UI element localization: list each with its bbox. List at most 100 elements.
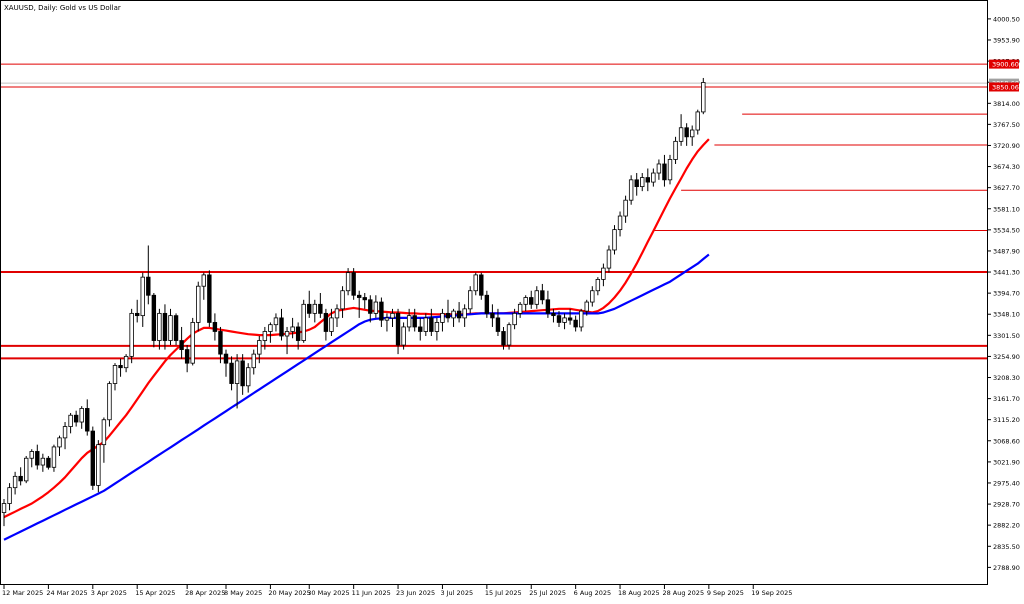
- price-tick-label: 2788.90: [993, 564, 1020, 572]
- candle: [612, 225, 617, 255]
- candle-body-bull: [473, 274, 478, 292]
- ma-slow-line: [3, 253, 710, 541]
- candle: [157, 308, 162, 350]
- candle: [268, 322, 273, 343]
- candle-body-bull: [29, 451, 34, 459]
- candle: [301, 299, 306, 343]
- time-tick-label: 11 Jun 2025: [352, 589, 391, 597]
- candle: [118, 358, 123, 377]
- candle-body-bull: [462, 308, 467, 319]
- candle-body-bear: [218, 331, 223, 355]
- candle-body-bull: [512, 312, 517, 326]
- candle: [307, 290, 312, 318]
- candle: [701, 77, 706, 115]
- time-tick-label: 15 Jul 2025: [485, 589, 522, 597]
- price-tag: 3850.06: [989, 82, 1019, 92]
- price-tick-label: 3720.90: [993, 142, 1020, 150]
- price-tick-label: 3254.90: [993, 353, 1020, 361]
- candle-body-bear: [479, 274, 484, 296]
- candle: [440, 308, 445, 332]
- candle: [234, 354, 240, 409]
- candle-body-bear: [456, 310, 462, 319]
- candle: [190, 317, 195, 366]
- candle: [645, 168, 650, 192]
- candle: [262, 326, 268, 350]
- candle: [429, 308, 434, 337]
- candle-body-bull: [268, 324, 273, 332]
- candle: [673, 136, 678, 164]
- candle-body-bear: [318, 303, 323, 314]
- candle-body-bull: [157, 312, 162, 341]
- candle-body-bull: [534, 290, 539, 305]
- candle-body-bear: [295, 326, 301, 341]
- candle-body-bear: [118, 365, 123, 369]
- candles: [1, 77, 706, 527]
- candle-body-bull: [251, 353, 256, 369]
- candle: [529, 290, 534, 309]
- candle: [551, 308, 556, 323]
- candle: [512, 308, 517, 330]
- candle-body-bear: [162, 312, 168, 341]
- candle-body-bull: [262, 331, 268, 341]
- plot-frame: [0, 0, 988, 585]
- time-tick-label: 8 May 2025: [224, 589, 262, 597]
- candle: [623, 195, 628, 223]
- candle-body-bear: [207, 274, 212, 323]
- candle-body-bear: [645, 177, 650, 183]
- candle: [284, 326, 290, 355]
- candle: [573, 315, 578, 332]
- candle-body-bull: [673, 140, 678, 160]
- time-axis: 12 Mar 2025 24 Mar 2025 3 Apr 2025 15 Apr 2…: [2, 585, 792, 597]
- candle-body-bear: [684, 127, 689, 138]
- candle-body-bear: [134, 312, 140, 317]
- candle-body-bull: [190, 322, 195, 364]
- time-tick-label: 28 Aug 2025: [662, 589, 704, 597]
- candle: [46, 455, 51, 470]
- candle: [617, 211, 623, 237]
- candle-body-bear: [173, 315, 179, 341]
- candle: [273, 313, 279, 332]
- candle: [451, 308, 456, 327]
- candle: [651, 168, 656, 187]
- candle: [229, 356, 234, 391]
- candle-body-bull: [312, 303, 317, 314]
- candle-body-bull: [101, 419, 107, 446]
- price-tick-label: 3581.10: [993, 205, 1020, 213]
- candle-body-bear: [323, 312, 329, 332]
- time-tick-label: 15 Apr 2025: [135, 589, 175, 597]
- candle: [12, 471, 18, 495]
- candle: [251, 349, 256, 375]
- candle: [345, 268, 351, 296]
- time-tick-label: 25 Jul 2025: [529, 589, 566, 597]
- candle: [107, 381, 112, 427]
- price-tick-label: 3674.30: [993, 163, 1020, 171]
- candle: [634, 173, 639, 196]
- candle: [112, 363, 118, 391]
- candle-body-bull: [7, 487, 12, 504]
- candle: [628, 175, 634, 205]
- candle: [218, 326, 223, 364]
- candle: [395, 308, 401, 355]
- candle-body-bear: [545, 299, 551, 314]
- candle: [146, 245, 151, 305]
- candle: [473, 272, 478, 296]
- chart-title: XAUUSD, Daily: Gold vs US Dollar: [4, 4, 121, 12]
- candle: [373, 295, 379, 318]
- candle-body-bear: [484, 294, 490, 314]
- candle-body-bear: [151, 294, 157, 341]
- candle: [406, 308, 412, 332]
- candle-body-bear: [556, 315, 562, 323]
- price-tag: 3900.60: [989, 59, 1019, 69]
- candle: [556, 311, 562, 327]
- candle-body-bull: [690, 129, 695, 138]
- candle: [245, 363, 251, 393]
- candle-body-bear: [418, 326, 423, 332]
- candle-body-bear: [240, 360, 245, 387]
- candle-body-bear: [501, 331, 506, 346]
- candle: [690, 125, 695, 146]
- candle-body-bull: [612, 229, 617, 251]
